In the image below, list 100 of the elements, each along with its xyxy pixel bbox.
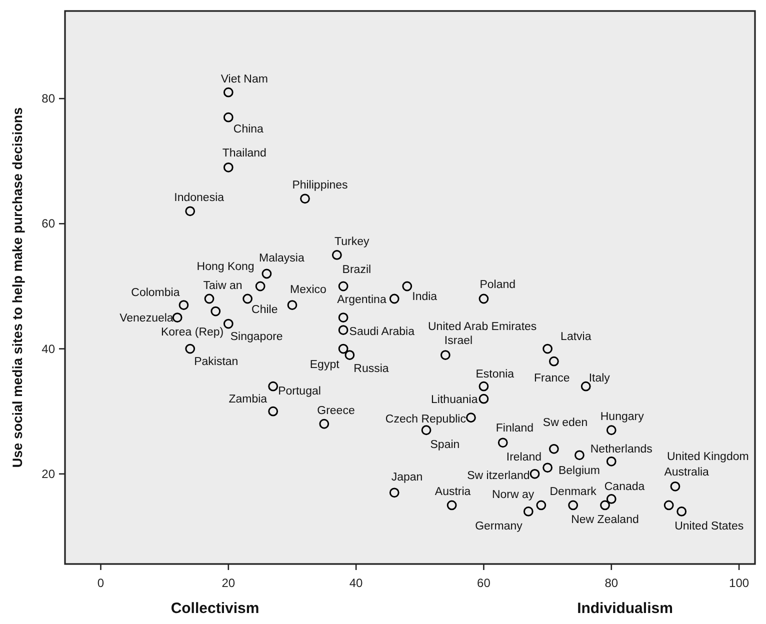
point	[178, 300, 189, 310]
annotation: France	[534, 372, 570, 384]
annotation: Hungary	[600, 411, 644, 424]
point	[223, 87, 234, 98]
annotation: United Arab Emirates	[428, 321, 537, 333]
annotation: Belgium	[558, 465, 600, 478]
annotation: Malaysia	[259, 252, 305, 265]
point	[536, 500, 546, 510]
point	[262, 268, 272, 279]
annotation: Venezuela	[120, 312, 174, 325]
y-tick-label: 20	[42, 466, 56, 481]
annotation: Norw ay	[492, 489, 534, 502]
point	[606, 494, 616, 504]
annotation: Hong Kong	[196, 261, 254, 274]
point	[478, 394, 489, 404]
annotation: Germany	[475, 520, 523, 532]
point	[210, 306, 221, 316]
annotation: Denmark	[550, 486, 597, 498]
annotation: Finland	[496, 422, 534, 435]
point	[268, 381, 278, 392]
annotation: Israel	[444, 335, 473, 348]
annotation: Netherlands	[590, 443, 653, 456]
point	[338, 344, 348, 354]
y-tick-label: 60	[42, 216, 56, 231]
annotation: Czech Republic	[385, 414, 466, 426]
annotation: Zambia	[228, 393, 268, 406]
point	[223, 162, 234, 172]
point	[542, 462, 553, 473]
point	[440, 350, 450, 360]
point	[223, 318, 234, 329]
annotation: Viet Nam	[220, 73, 268, 86]
point	[600, 500, 610, 510]
point	[606, 456, 616, 466]
point	[268, 406, 278, 416]
annotation: Lithuania	[431, 394, 478, 406]
annotation: Ireland	[506, 452, 542, 464]
point	[421, 425, 432, 436]
annotation: Portugal	[278, 385, 321, 398]
point	[223, 112, 234, 122]
point	[498, 438, 508, 448]
annotation: Japan	[391, 472, 423, 484]
annotation: Argentina	[337, 294, 387, 306]
point	[548, 444, 559, 454]
point	[319, 418, 330, 429]
annotation: Mexico	[290, 284, 326, 296]
annotation: United States	[674, 520, 744, 532]
point	[670, 481, 680, 492]
annotation: Philippines	[292, 180, 348, 192]
point	[580, 381, 591, 392]
point	[466, 412, 476, 423]
point	[255, 281, 266, 292]
x-tick-label: 80	[604, 576, 618, 590]
point	[338, 325, 348, 335]
point	[300, 194, 310, 204]
y-tick-label: 80	[42, 92, 56, 106]
point	[389, 294, 400, 304]
y-axis-title: Use social media sites to help make purchase decisions	[10, 107, 25, 468]
x-tick-label: 100	[729, 576, 750, 590]
annotation: Poland	[480, 278, 516, 291]
point	[548, 356, 559, 366]
annotation: Russia	[354, 363, 390, 376]
annotation: Colombia	[131, 287, 180, 300]
x-tick-label: 60	[477, 576, 491, 590]
annotation: Latvia	[560, 330, 592, 343]
point	[606, 425, 616, 436]
point	[478, 381, 489, 392]
annotation: Indonesia	[174, 192, 225, 204]
point	[664, 500, 674, 510]
point	[568, 500, 578, 510]
point	[542, 344, 553, 354]
point	[389, 488, 400, 498]
point	[478, 294, 489, 304]
annotation: Canada	[604, 480, 646, 493]
annotation: Taiw an	[203, 280, 242, 292]
point	[530, 468, 540, 479]
annotation: China	[233, 123, 264, 136]
point	[185, 206, 196, 216]
annotation: Estonia	[476, 368, 515, 380]
annotation: Spain	[430, 439, 460, 452]
annotation: Australia	[664, 466, 710, 478]
annotation: Thailand	[222, 147, 266, 160]
annotation: New Zealand	[571, 514, 639, 526]
x-tick-label: 0	[97, 576, 104, 590]
annotation: Singapore	[230, 330, 283, 343]
annotation: India	[412, 291, 438, 304]
point	[332, 250, 342, 260]
point	[338, 281, 348, 292]
annotation: Korea (Rep)	[161, 326, 224, 338]
point	[523, 506, 534, 516]
annotation: Sw eden	[542, 416, 588, 429]
point	[574, 450, 584, 460]
annotation: Sw itzerland	[467, 470, 530, 482]
point	[344, 350, 355, 360]
annotation: Turkey	[334, 236, 370, 248]
annotation: Egypt	[310, 358, 340, 371]
point	[204, 294, 214, 304]
point	[338, 312, 348, 322]
x-axis-title: Collectivism	[170, 600, 260, 617]
annotation: United Kingdom	[667, 451, 749, 463]
annotation: Brazil	[342, 264, 372, 276]
